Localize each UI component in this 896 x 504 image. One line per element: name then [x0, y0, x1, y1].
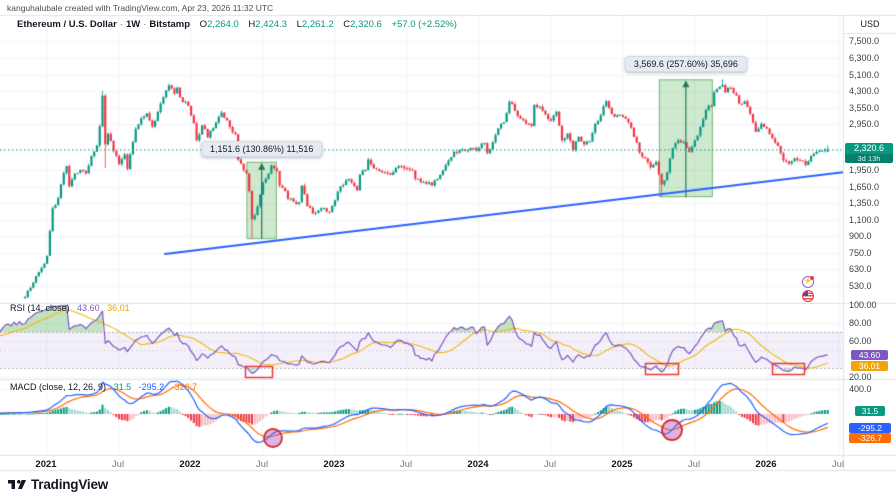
macd-pane-header: MACD (close, 12, 26, 9) 31.5 -295.2 -326… — [10, 382, 197, 392]
symbol-interval: 1W — [125, 19, 141, 30]
open-value: 2,264.0 — [207, 19, 239, 30]
tradingview-logo-icon — [8, 480, 26, 489]
price-tick: 1,100.0 — [849, 215, 880, 225]
rsi-ma-value: 36.01 — [107, 303, 130, 313]
macd-hist-value: 31.5 — [113, 382, 132, 392]
rsi-tick: 80.00 — [849, 318, 872, 328]
symbol-title[interactable]: Ethereum / U.S. Dollar · 1W · Bitstamp — [17, 19, 193, 30]
macd-tick: 400.0 — [849, 384, 872, 394]
price-tick: 1,950.0 — [849, 165, 880, 175]
us-flag-event-icon[interactable] — [802, 290, 814, 302]
symbol-info-row: Ethereum / U.S. Dollar · 1W · Bitstamp O2,26… — [17, 19, 457, 30]
price-tick: 750.0 — [849, 248, 872, 258]
measure-label-2: 3,569.6 (257.60%) 35,696 — [624, 56, 747, 73]
time-tick: Jul — [831, 459, 845, 470]
tradingview-logo[interactable]: TradingView — [8, 477, 108, 492]
change-value: +57.0 (+2.52%) — [391, 19, 457, 30]
rsi-tick: 100.00 — [849, 300, 877, 310]
rsi-ma-badge: 36.01 — [851, 361, 888, 371]
time-tick: 2024 — [467, 459, 489, 470]
attribution-text: kanguhalubale created with TradingView.c… — [7, 3, 274, 13]
bar-countdown: 3d 13h — [845, 154, 893, 164]
rsi-title[interactable]: RSI (14, close) — [10, 303, 70, 313]
macd-hist-badge: 31.5 — [855, 406, 885, 416]
time-tick: Jul — [687, 459, 701, 470]
low-value: 2,261.2 — [301, 19, 334, 30]
price-tick: 1,650.0 — [849, 182, 880, 192]
time-tick: 2025 — [611, 459, 633, 470]
open-label: O — [199, 19, 208, 30]
symbol-name: Ethereum / U.S. Dollar — [17, 19, 117, 30]
high-value: 2,424.3 — [255, 19, 287, 30]
energy-event-icon[interactable]: ⚡ — [802, 276, 814, 288]
price-tick: 6,300.0 — [849, 53, 880, 63]
macd-signal-value: -326.7 — [171, 382, 198, 392]
time-tick: Jul — [111, 459, 125, 470]
low-label: L — [296, 19, 302, 30]
rsi-tick: 20.00 — [849, 372, 872, 382]
macd-line-value: -295.2 — [138, 382, 165, 392]
current-price-value: 2,320.6 — [853, 143, 885, 154]
time-tick: 2023 — [323, 459, 345, 470]
rsi-value: 43.60 — [77, 303, 100, 313]
rsi-value-badge: 43.60 — [851, 350, 888, 360]
macd-title[interactable]: MACD (close, 12, 26, 9) — [10, 382, 107, 392]
currency-label: USD — [860, 19, 880, 29]
close-label: C — [343, 19, 351, 30]
price-tick: 1,350.0 — [849, 198, 880, 208]
price-tick: 5,100.0 — [849, 70, 880, 80]
price-tick: 4,300.0 — [849, 86, 880, 96]
price-tick: 530.0 — [849, 281, 872, 291]
price-tick: 7,500.0 — [849, 36, 880, 46]
price-tick: 2,950.0 — [849, 119, 880, 129]
time-tick: 2026 — [755, 459, 777, 470]
macd-line-badge: -295.2 — [849, 423, 891, 433]
high-label: H — [248, 19, 256, 30]
price-tick: 900.0 — [849, 231, 872, 241]
separator-dot: · — [119, 19, 123, 30]
close-value: 2,320.6 — [350, 19, 382, 30]
tradingview-logo-text: TradingView — [31, 477, 109, 492]
time-tick: Jul — [543, 459, 557, 470]
measure-label-1: 1,151.6 (130.86%) 11,516 — [200, 140, 323, 157]
rsi-pane-header: RSI (14, close) 43.60 36.01 — [10, 303, 130, 313]
time-tick: Jul — [255, 459, 269, 470]
time-tick: 2021 — [35, 459, 57, 470]
flag-canton — [803, 291, 808, 296]
time-tick: Jul — [399, 459, 413, 470]
price-tick: 3,550.0 — [849, 103, 880, 113]
rsi-tick: 60.00 — [849, 336, 872, 346]
separator-dot: · — [143, 19, 147, 30]
symbol-exchange: Bitstamp — [149, 19, 191, 30]
macd-signal-badge: -326.7 — [849, 433, 891, 443]
current-price-badge: 2,320.6 3d 13h — [845, 143, 893, 164]
price-tick: 630.0 — [849, 264, 872, 274]
time-tick: 2022 — [179, 459, 201, 470]
